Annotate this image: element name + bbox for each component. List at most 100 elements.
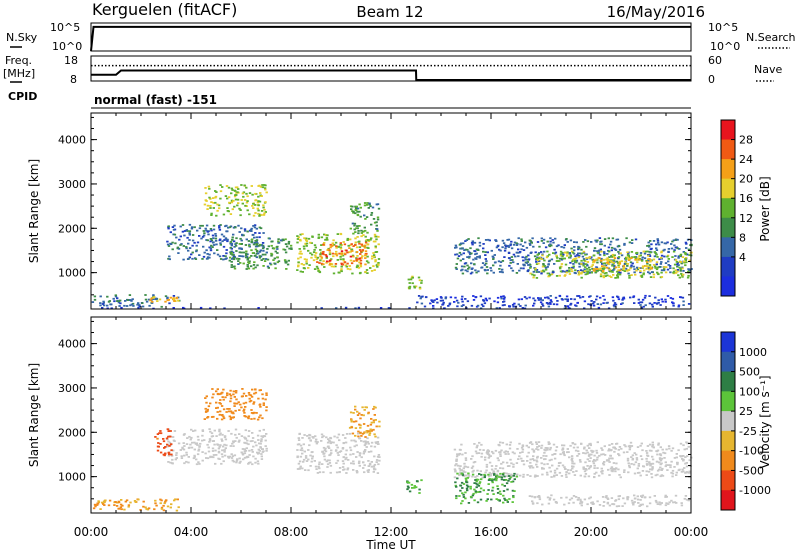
velocity-cell <box>228 455 232 458</box>
velocity-cell <box>487 483 490 485</box>
velocity-cell <box>218 393 221 396</box>
velocity-cell <box>247 416 250 419</box>
power-cell <box>525 246 529 249</box>
power-cell <box>496 296 500 299</box>
velocity-cell <box>362 461 365 464</box>
power-cell <box>238 231 241 233</box>
velocity-cell <box>571 467 574 470</box>
power-cell <box>250 230 253 232</box>
velocity-cell <box>537 495 541 497</box>
power-cell <box>629 266 633 269</box>
power-cell <box>466 300 470 303</box>
power-cell <box>356 214 360 217</box>
velocity-cell <box>499 467 502 469</box>
velocity-cell <box>344 453 347 456</box>
power-cell <box>364 271 367 273</box>
power-cell <box>413 285 416 288</box>
velocity-cell <box>649 468 652 471</box>
velocity-cell <box>166 443 169 446</box>
power-cell <box>332 265 336 268</box>
velocity-cell <box>302 460 305 463</box>
velocity-cell <box>465 487 469 490</box>
velocity-cell <box>378 425 381 428</box>
velocity-cell <box>595 452 599 454</box>
power-cell <box>648 255 652 257</box>
power-cell <box>541 304 545 307</box>
velocity-cell <box>648 462 651 465</box>
power-cell <box>264 201 267 203</box>
velocity-cell <box>354 408 357 411</box>
power-cell <box>366 272 369 274</box>
power-cell <box>269 263 273 266</box>
power-cell <box>682 300 685 303</box>
power-cell <box>546 296 549 299</box>
power-cell <box>214 235 218 237</box>
velocity-cell <box>326 463 330 466</box>
colorbar-segment <box>721 430 735 452</box>
power-cell <box>266 265 270 268</box>
power-cell <box>575 261 578 264</box>
power-cell <box>349 268 352 271</box>
power-cell <box>544 296 547 299</box>
velocity-cell <box>673 466 676 468</box>
velocity-cell <box>220 405 224 407</box>
velocity-cell <box>544 447 547 449</box>
power-cell <box>648 265 651 268</box>
velocity-cell <box>522 476 525 478</box>
power-cell <box>652 264 656 266</box>
x-tick-label: 08:00 <box>274 525 309 539</box>
velocity-cell <box>591 503 594 505</box>
power-cell <box>626 263 629 265</box>
power-cell <box>676 269 679 271</box>
velocity-cell <box>214 449 217 452</box>
power-cell <box>603 267 606 270</box>
velocity-cell <box>626 496 629 498</box>
power-cell <box>461 247 464 250</box>
velocity-cell <box>181 446 184 449</box>
power-cell <box>635 266 639 269</box>
velocity-cell <box>466 485 470 488</box>
velocity-cell <box>249 461 252 464</box>
velocity-cell <box>498 490 502 493</box>
power-cell <box>607 307 611 310</box>
power-cell <box>191 244 194 247</box>
velocity-cell <box>322 435 325 437</box>
velocity-cell <box>208 439 212 442</box>
velocity-cell <box>454 470 457 473</box>
velocity-cell <box>587 475 591 478</box>
velocity-cell <box>595 458 599 461</box>
velocity-cell <box>197 448 201 451</box>
power-cell <box>674 246 677 249</box>
velocity-cell <box>603 445 606 448</box>
power-cell <box>485 299 488 302</box>
velocity-cell <box>637 463 641 465</box>
power-cell <box>269 262 272 265</box>
velocity-cell <box>125 499 129 502</box>
power-cell <box>535 263 539 265</box>
velocity-cell <box>536 466 539 468</box>
power-cell <box>240 227 243 230</box>
power-cell <box>342 258 345 260</box>
power-cell <box>644 294 647 297</box>
velocity-cell <box>573 462 576 465</box>
power-cell <box>475 248 479 251</box>
power-cell <box>672 271 675 274</box>
power-cell <box>503 249 507 252</box>
power-cell <box>226 240 229 243</box>
power-cell <box>601 265 604 268</box>
velocity-cell <box>687 445 690 448</box>
velocity-cell <box>359 417 362 420</box>
velocity-cell <box>511 489 515 492</box>
velocity-cell <box>221 396 224 398</box>
velocity-cell <box>506 501 509 503</box>
power-cell <box>284 261 288 264</box>
power-cell <box>492 256 495 259</box>
velocity-cell <box>232 460 236 463</box>
velocity-cell <box>486 451 490 454</box>
velocity-cell <box>354 427 358 429</box>
power-cell <box>574 269 577 272</box>
velocity-cell <box>630 456 633 458</box>
velocity-cell <box>462 493 465 496</box>
power-cell <box>521 245 525 247</box>
velocity-cell <box>554 449 558 452</box>
